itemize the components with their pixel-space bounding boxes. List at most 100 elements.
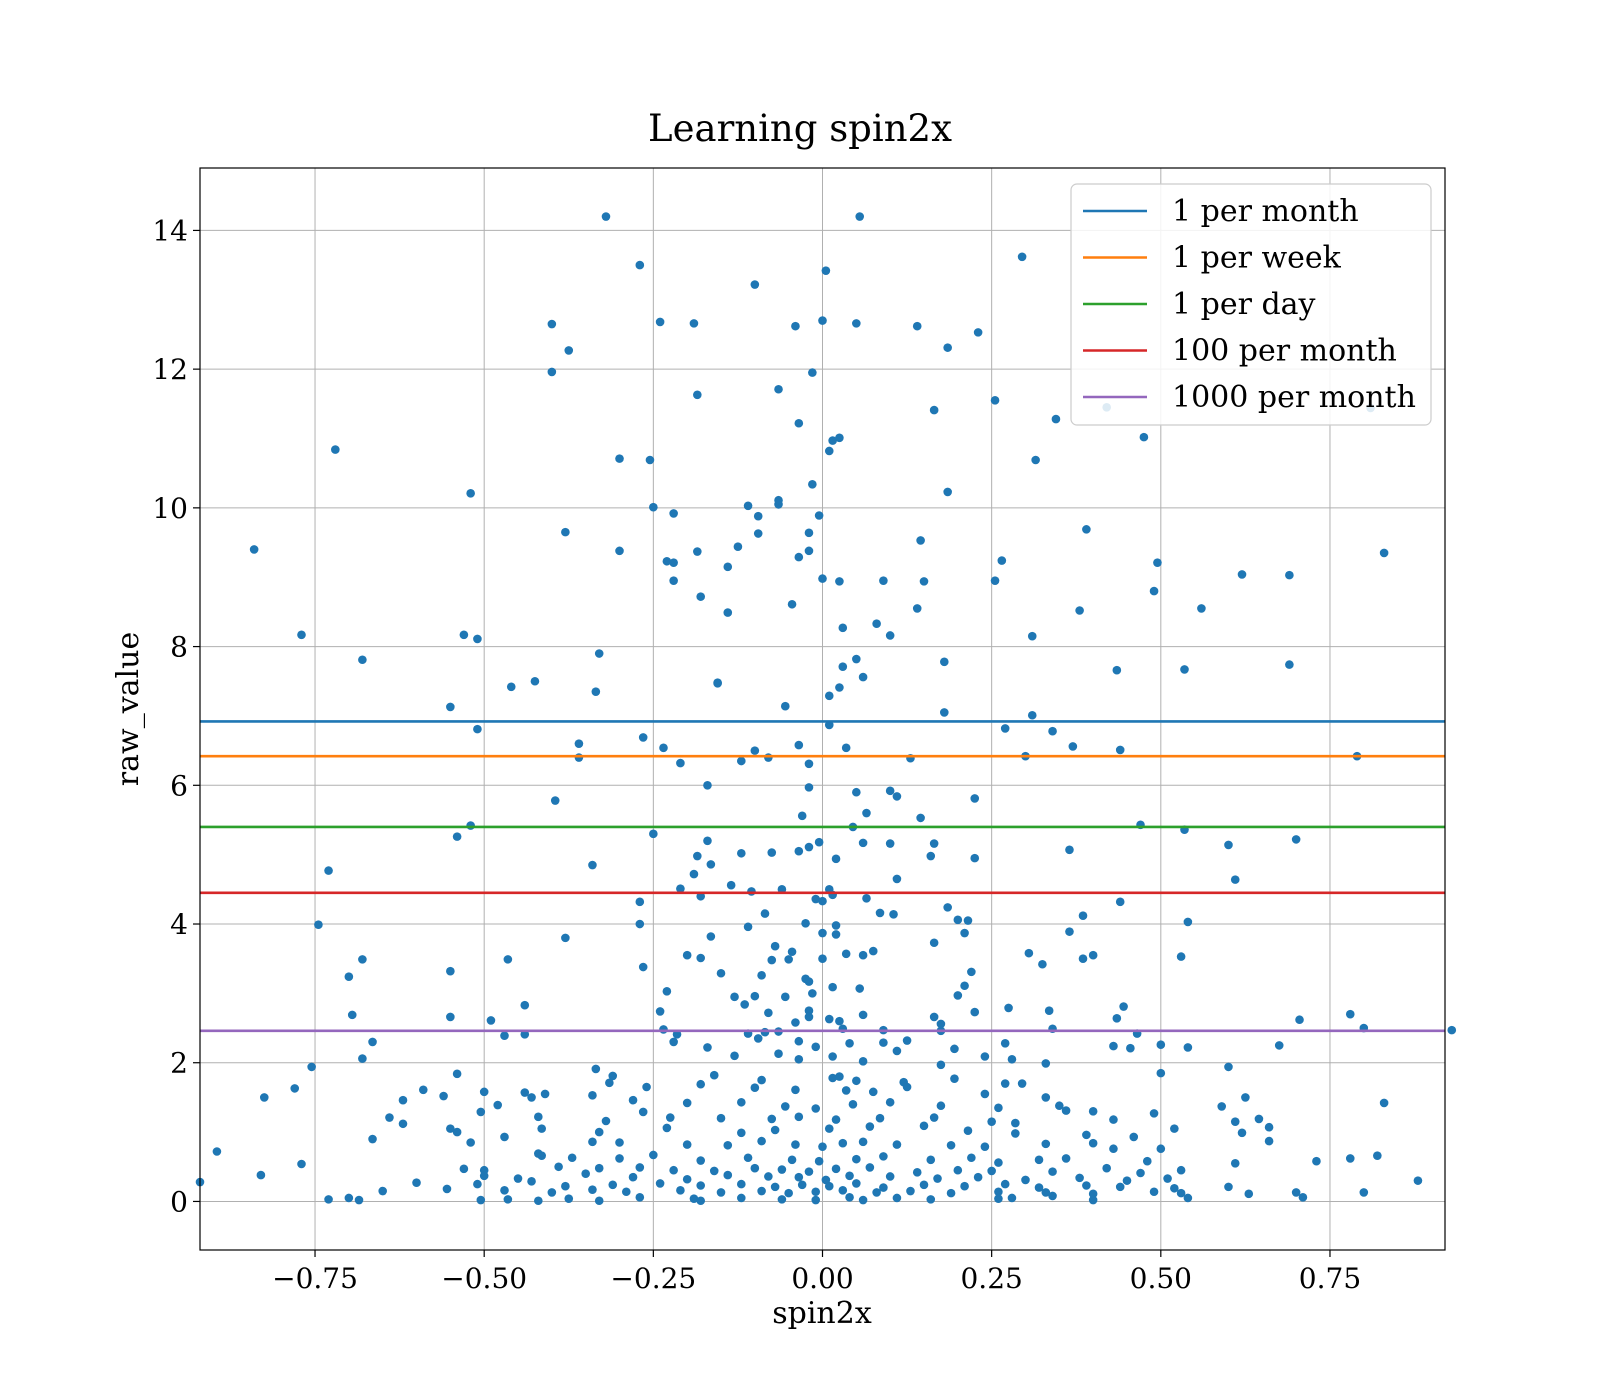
scatter-point bbox=[824, 1181, 834, 1191]
scatter-point bbox=[1061, 1154, 1071, 1163]
scatter-point bbox=[669, 1037, 678, 1047]
scatter-point bbox=[774, 495, 783, 505]
scatter-point bbox=[777, 1165, 787, 1174]
scatter-point bbox=[1041, 1059, 1051, 1068]
scatter-point bbox=[990, 576, 1000, 585]
scatter-point bbox=[1373, 1151, 1382, 1160]
scatter-point bbox=[737, 1179, 746, 1189]
scatter-point bbox=[1068, 742, 1078, 751]
scatter-point bbox=[669, 509, 678, 518]
scatter-point bbox=[814, 837, 824, 847]
scatter-point bbox=[791, 1018, 800, 1027]
scatter-point bbox=[385, 1113, 394, 1122]
scatter-point bbox=[892, 792, 902, 801]
scatter-point bbox=[1048, 1167, 1057, 1176]
scatter-point bbox=[960, 981, 969, 991]
scatter-point bbox=[818, 316, 827, 325]
x-axis-ticks: −0.75 −0.50 −0.25 0.00 0.25 0.50 0.75 bbox=[272, 1250, 1361, 1295]
scatter-point bbox=[811, 1187, 821, 1197]
scatter-point bbox=[591, 687, 601, 696]
scatter-point bbox=[446, 1124, 455, 1133]
scatter-point bbox=[980, 1089, 990, 1099]
scatter-point bbox=[753, 511, 763, 521]
scatter-point bbox=[1115, 897, 1125, 907]
y-tick-label: 12 bbox=[152, 353, 188, 386]
scatter-point bbox=[520, 1088, 530, 1097]
scatter-point bbox=[848, 1100, 858, 1109]
scatter-point bbox=[858, 672, 868, 682]
scatter-point bbox=[1170, 1124, 1179, 1133]
scatter-point bbox=[723, 608, 733, 617]
scatter-point bbox=[473, 724, 482, 734]
scatter-point bbox=[912, 604, 922, 613]
scatter-point bbox=[916, 536, 925, 545]
scatter-point bbox=[503, 955, 513, 964]
scatter-point bbox=[249, 545, 259, 554]
scatter-point bbox=[689, 319, 699, 328]
scatter-point bbox=[696, 1196, 706, 1206]
scatter-point bbox=[689, 869, 699, 879]
scatter-point bbox=[929, 938, 939, 948]
scatter-point bbox=[723, 1170, 733, 1180]
scatter-point bbox=[852, 654, 861, 664]
scatter-point bbox=[1082, 1130, 1091, 1140]
scatter-point bbox=[669, 558, 678, 567]
scatter-point bbox=[665, 1113, 675, 1122]
scatter-point bbox=[696, 1156, 706, 1165]
scatter-point bbox=[476, 1107, 486, 1117]
scatter-point bbox=[804, 783, 814, 792]
scatter-point bbox=[446, 702, 455, 712]
scatter-point bbox=[1115, 745, 1125, 755]
scatter-point bbox=[368, 1037, 377, 1047]
scatter-point bbox=[885, 839, 895, 848]
scatter-point bbox=[358, 655, 367, 665]
scatter-point bbox=[1082, 1181, 1091, 1190]
scatter-point bbox=[1048, 726, 1057, 736]
scatter-point bbox=[1149, 1109, 1159, 1118]
scatter-point bbox=[1237, 1128, 1247, 1138]
scatter-point bbox=[818, 574, 827, 583]
scatter-point bbox=[852, 319, 861, 328]
scatter-point bbox=[706, 860, 716, 869]
scatter-point bbox=[970, 1007, 980, 1017]
scatter-point bbox=[939, 708, 949, 717]
scatter-point bbox=[838, 1186, 848, 1195]
scatter-point bbox=[1359, 1188, 1369, 1197]
scatter-point bbox=[506, 682, 516, 692]
scatter-point bbox=[459, 630, 469, 640]
scatter-point bbox=[811, 1104, 821, 1113]
scatter-point bbox=[804, 842, 814, 852]
scatter-point bbox=[865, 1122, 875, 1131]
scatter-point bbox=[1197, 604, 1206, 613]
scatter-point bbox=[973, 328, 983, 337]
scatter-point bbox=[794, 740, 804, 750]
scatter-point bbox=[1017, 1079, 1027, 1088]
scatter-point bbox=[1176, 1165, 1186, 1175]
scatter-point bbox=[943, 903, 952, 912]
scatter-point bbox=[1254, 1114, 1264, 1124]
scatter-point bbox=[297, 1159, 306, 1169]
scatter-point bbox=[520, 1000, 530, 1010]
scatter-point bbox=[1291, 835, 1301, 844]
scatter-point bbox=[635, 919, 645, 929]
scatter-point bbox=[1379, 1098, 1389, 1108]
scatter-point bbox=[1224, 840, 1233, 850]
scatter-point bbox=[1447, 1025, 1457, 1035]
scatter-point bbox=[943, 343, 952, 352]
scatter-point bbox=[1413, 1176, 1423, 1185]
scatter-point bbox=[1291, 1188, 1301, 1197]
scatter-point bbox=[875, 908, 885, 918]
scatter-point bbox=[581, 1169, 590, 1179]
scatter-point bbox=[1044, 1006, 1054, 1016]
scatter-point bbox=[706, 932, 716, 941]
scatter-point bbox=[794, 552, 804, 562]
legend-label: 1 per week bbox=[1172, 241, 1342, 276]
scatter-point bbox=[1082, 525, 1091, 534]
scatter-point bbox=[1345, 1009, 1355, 1019]
scatter-point bbox=[916, 813, 925, 823]
legend-label: 1 per day bbox=[1172, 287, 1316, 322]
threshold-lines bbox=[200, 720, 1445, 1033]
scatter-point bbox=[753, 1034, 763, 1043]
scatter-point bbox=[824, 1014, 834, 1024]
scatter-point bbox=[669, 1165, 678, 1175]
